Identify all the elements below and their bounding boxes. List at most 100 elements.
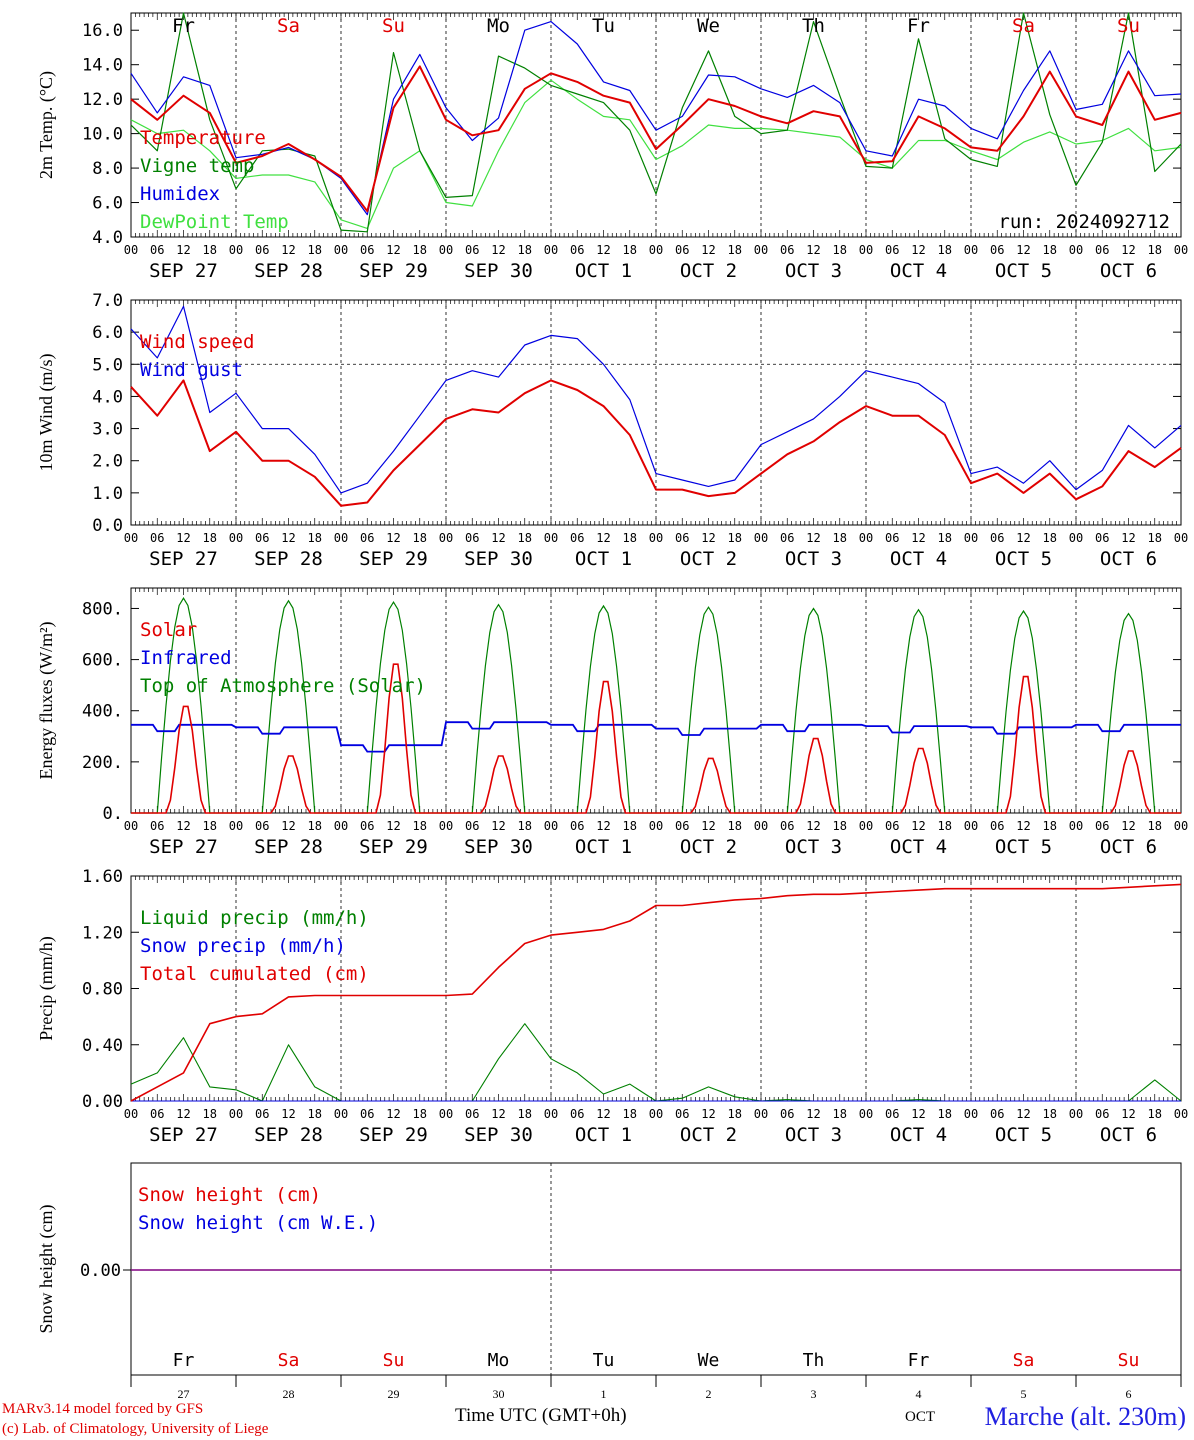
hour-tick-label: 00: [229, 531, 243, 545]
hour-tick-label: 06: [675, 531, 689, 545]
legend-entry: DewPoint Temp: [140, 211, 289, 233]
hour-tick-label: 12: [491, 1107, 505, 1121]
legend-entry: Temperature: [140, 127, 266, 149]
date-label: OCT 2: [680, 548, 737, 570]
hour-tick-label: 12: [806, 243, 820, 257]
y-tick-label: 16.0: [82, 21, 123, 41]
day-number-label: 27: [178, 1387, 190, 1401]
hour-tick-label: 06: [885, 531, 899, 545]
hour-tick-label: 12: [701, 819, 715, 833]
day-number-label: 28: [283, 1387, 295, 1401]
day-number-label: 30: [493, 1387, 505, 1401]
weekday-label: Mo: [487, 15, 510, 37]
hour-tick-label: 12: [1121, 243, 1135, 257]
hour-tick-label: 00: [334, 243, 348, 257]
weekday-label: Sa: [278, 1350, 300, 1371]
hour-tick-label: 00: [1069, 1107, 1083, 1121]
hour-tick-label: 12: [386, 819, 400, 833]
y-tick-label: 14.0: [82, 56, 123, 76]
day-number-label: 4: [916, 1387, 922, 1401]
hour-tick-label: 12: [176, 243, 190, 257]
hour-tick-label: 00: [859, 243, 873, 257]
date-label: OCT 4: [890, 836, 947, 858]
legend-entry: Humidex: [140, 183, 220, 205]
date-label: OCT 1: [575, 836, 632, 858]
panel-4: 00 06 12 18 00 06 12 18 00 06 12 18 00 06 12 18 00 06 12 18…: [36, 867, 1188, 1146]
hour-tick-label: 12: [176, 819, 190, 833]
hour-tick-label: 06: [885, 819, 899, 833]
cumulated-precip-line: [130, 883, 1182, 1102]
y-tick-label: 10.0: [82, 125, 123, 145]
panel-frame: [130, 12, 1182, 238]
hour-tick-label: 00: [544, 531, 558, 545]
hour-tick-label: 18: [1148, 1107, 1162, 1121]
hour-tick-label: 00: [439, 1107, 453, 1121]
hour-tick-label: 18: [308, 531, 322, 545]
hour-tick-label: 18: [938, 243, 952, 257]
date-label: SEP 30: [464, 260, 533, 282]
hour-tick-label: 18: [308, 243, 322, 257]
hour-tick-label: 00: [1174, 1107, 1188, 1121]
hour-tick-label: 12: [1016, 1107, 1030, 1121]
date-label: SEP 28: [254, 548, 323, 570]
y-tick-label: 200.: [82, 753, 123, 773]
date-label: SEP 30: [464, 836, 533, 858]
hour-tick-label: 06: [570, 1107, 584, 1121]
y-tick-label: 0.00: [80, 1261, 121, 1281]
day-number-label: 29: [388, 1387, 400, 1401]
hour-tick-label: 12: [386, 243, 400, 257]
hour-tick-label: 00: [754, 819, 768, 833]
legend-entry: Infrared: [140, 647, 232, 669]
y-tick-label: 6.0: [92, 194, 123, 214]
date-label: SEP 28: [254, 1124, 323, 1146]
weekday-label: Sa: [277, 15, 300, 37]
hour-tick-label: 12: [596, 243, 610, 257]
temp-series-line: [130, 79, 1182, 229]
hour-tick-label: 18: [728, 531, 742, 545]
hour-tick-label: 00: [964, 819, 978, 833]
date-label: OCT 1: [575, 548, 632, 570]
hour-tick-label: 18: [728, 819, 742, 833]
hour-tick-label: 06: [570, 819, 584, 833]
hour-tick-label: 12: [281, 1107, 295, 1121]
hour-tick-label: 18: [623, 531, 637, 545]
hour-tick-label: 00: [964, 243, 978, 257]
hour-tick-label: 18: [203, 819, 217, 833]
hour-tick-label: 00: [1069, 819, 1083, 833]
weekday-label: We: [697, 15, 720, 37]
y-tick-label: 4.0: [92, 228, 123, 248]
hour-tick-label: 12: [1121, 531, 1135, 545]
legend-entry: Total cumulated (cm): [140, 963, 369, 985]
y-tick-label: 3.0: [92, 420, 123, 440]
hour-tick-label: 18: [308, 1107, 322, 1121]
hour-tick-label: 00: [124, 819, 138, 833]
date-label: SEP 30: [464, 1124, 533, 1146]
y-tick-label: 0.0: [92, 516, 123, 536]
date-label: SEP 27: [149, 836, 218, 858]
hour-tick-label: 06: [360, 1107, 374, 1121]
hour-tick-label: 18: [1148, 531, 1162, 545]
y-axis-label: 2m Temp. (°C): [36, 71, 57, 179]
hour-tick-label: 06: [150, 1107, 164, 1121]
hour-tick-label: 12: [911, 243, 925, 257]
hour-tick-label: 00: [754, 531, 768, 545]
hour-tick-label: 12: [491, 243, 505, 257]
hour-tick-label: 18: [518, 819, 532, 833]
hour-tick-label: 00: [1174, 531, 1188, 545]
hour-tick-label: 06: [780, 243, 794, 257]
weekday-label: Su: [1117, 15, 1140, 37]
hour-tick-label: 12: [1016, 243, 1030, 257]
hour-tick-label: 00: [754, 1107, 768, 1121]
date-label: OCT 1: [575, 260, 632, 282]
hour-tick-label: 00: [1174, 819, 1188, 833]
hour-tick-label: 00: [1069, 243, 1083, 257]
hour-tick-label: 18: [938, 819, 952, 833]
hour-tick-label: 06: [990, 531, 1004, 545]
hour-tick-label: 12: [701, 243, 715, 257]
hour-tick-label: 06: [885, 243, 899, 257]
hour-tick-label: 18: [518, 243, 532, 257]
hour-tick-label: 06: [990, 243, 1004, 257]
hour-tick-label: 18: [1043, 819, 1057, 833]
hour-tick-label: 18: [203, 531, 217, 545]
